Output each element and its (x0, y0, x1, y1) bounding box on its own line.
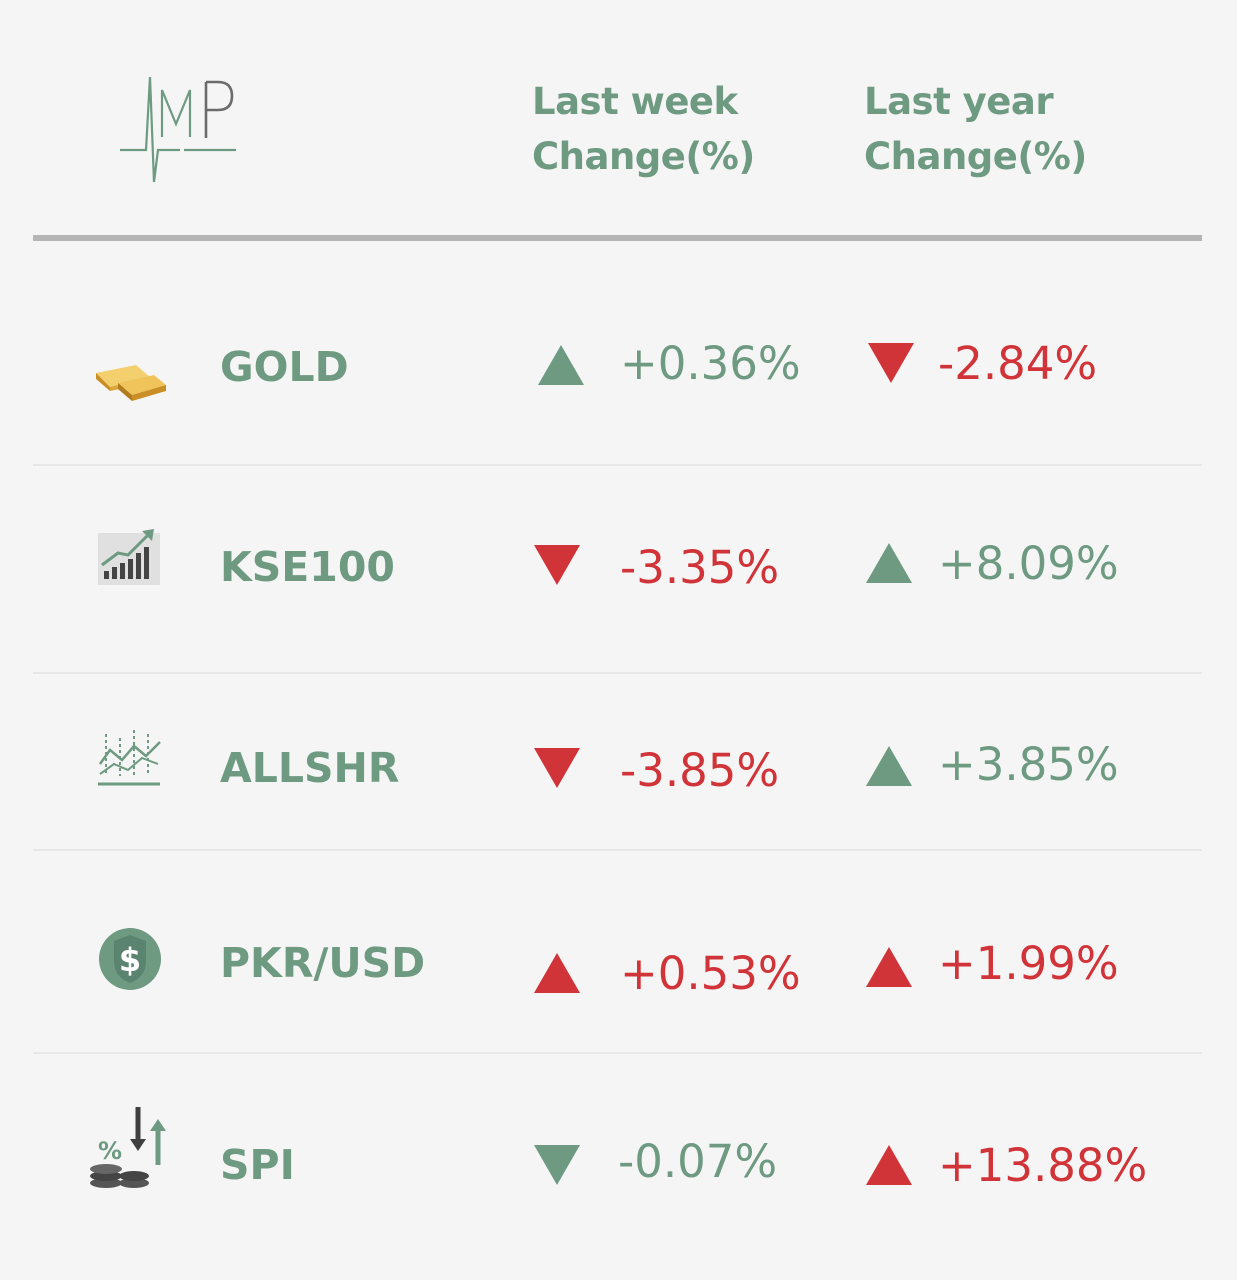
header-divider (33, 235, 1202, 241)
percent-coins-icon: % (88, 1105, 168, 1188)
week-change: -3.85% (620, 744, 780, 797)
row-divider (33, 672, 1202, 674)
gold-bars-icon (88, 325, 168, 405)
row-divider (33, 1052, 1202, 1054)
svg-text:%: % (98, 1137, 122, 1165)
asset-name: GOLD (220, 343, 349, 391)
last-year-header-line1: Last year (864, 80, 1054, 123)
triangle-up-icon (864, 1143, 914, 1187)
last-week-header-line2: Change(%) (532, 135, 755, 178)
asset-name: KSE100 (220, 543, 395, 591)
table-row-spi: % SPI -0.07% +13.88% (0, 1105, 1237, 1225)
last-week-header-line1: Last week (532, 80, 738, 123)
asset-name: PKR/USD (220, 939, 426, 987)
asset-name: ALLSHR (220, 744, 400, 792)
line-chart-icon (88, 724, 168, 804)
row-divider (33, 464, 1202, 466)
week-change: -0.07% (618, 1135, 778, 1188)
triangle-down-icon (866, 341, 916, 385)
amp-logo (118, 72, 242, 188)
year-change: +3.85% (938, 738, 1119, 791)
year-change: +13.88% (938, 1139, 1148, 1192)
triangle-up-icon (864, 541, 914, 585)
week-change: -3.35% (620, 541, 780, 594)
triangle-down-icon (532, 1143, 582, 1187)
triangle-up-icon (864, 945, 914, 989)
triangle-down-icon (532, 746, 582, 790)
week-change: +0.53% (620, 947, 801, 1000)
table-row-gold: GOLD +0.36% -2.84% (0, 305, 1237, 425)
row-divider (33, 849, 1202, 851)
dollar-coin-icon: $ (88, 921, 168, 1001)
week-change: +0.36% (620, 337, 801, 390)
year-change: +8.09% (938, 537, 1119, 590)
asset-name: SPI (220, 1141, 295, 1189)
triangle-up-icon (536, 343, 586, 387)
year-change: +1.99% (938, 937, 1119, 990)
table-row-pkr-usd: $ PKR/USD +0.53% +1.99% (0, 905, 1237, 1025)
amp-logo-icon (120, 76, 236, 183)
bar-chart-growth-icon (88, 525, 168, 605)
table-row-kse100: KSE100 -3.35% +8.09% (0, 505, 1237, 625)
last-year-header: Last year Change(%) (864, 74, 1087, 184)
table-row-allshr: ALLSHR -3.85% +3.85% (0, 708, 1237, 828)
triangle-up-icon (864, 744, 914, 788)
triangle-down-icon (532, 543, 582, 587)
triangle-up-icon (532, 951, 582, 995)
year-change: -2.84% (938, 337, 1098, 390)
last-week-header: Last week Change(%) (532, 74, 755, 184)
last-year-header-line2: Change(%) (864, 135, 1087, 178)
svg-text:$: $ (119, 941, 141, 979)
